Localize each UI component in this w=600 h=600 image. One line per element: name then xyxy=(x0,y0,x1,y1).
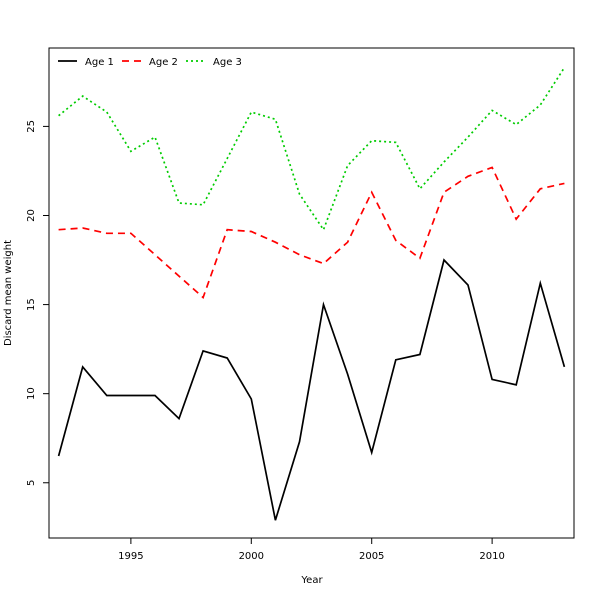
series-line-age-1 xyxy=(57,258,566,521)
plot-frame xyxy=(48,47,575,539)
series-line-age-2 xyxy=(58,166,565,299)
legend-label: Age 3 xyxy=(213,57,242,68)
y-tick-label: 5 xyxy=(26,480,37,486)
y-tick-label: 25 xyxy=(26,120,37,133)
x-axis-title: Year xyxy=(300,575,323,586)
x-axis: 1995 2000 2005 2010 xyxy=(118,538,505,562)
legend-label: Age 2 xyxy=(149,57,178,68)
y-tick-label: 15 xyxy=(26,298,37,311)
series-line-age-3 xyxy=(58,67,566,232)
x-tick-label: 1995 xyxy=(118,551,143,562)
y-axis: 5 10 15 20 25 xyxy=(26,120,49,486)
x-tick-label: 2010 xyxy=(479,551,504,562)
legend: Age 1 Age 2 Age 3 xyxy=(58,57,242,68)
y-tick-label: 10 xyxy=(26,387,37,400)
y-tick-label: 20 xyxy=(26,209,37,222)
legend-label: Age 1 xyxy=(85,57,114,68)
y-axis-title: Discard mean weight xyxy=(3,240,14,346)
series-lines xyxy=(57,67,566,521)
x-tick-label: 2005 xyxy=(359,551,384,562)
x-tick-label: 2000 xyxy=(239,551,264,562)
